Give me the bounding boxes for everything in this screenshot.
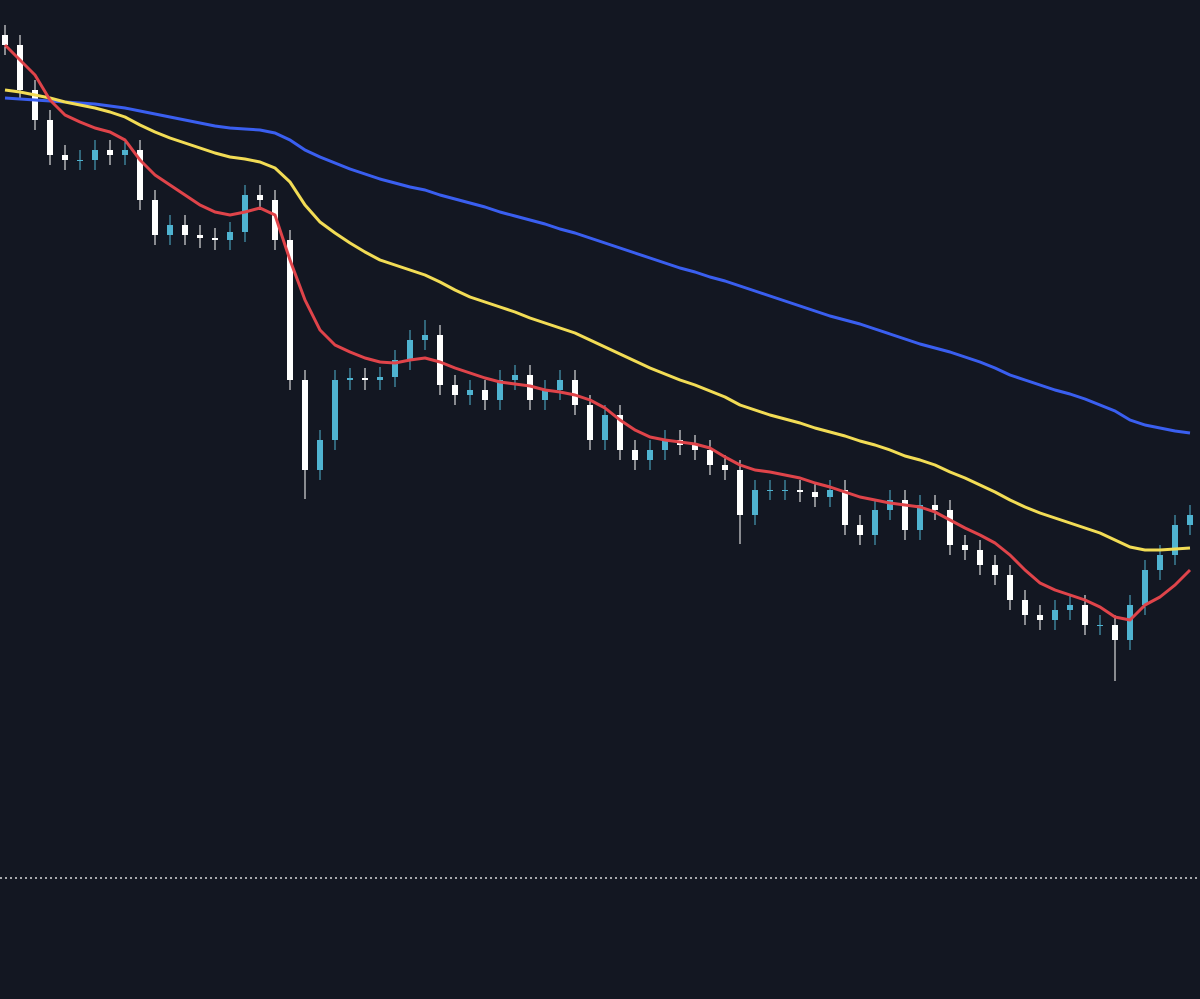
candle-body [722,465,728,470]
candle-body [362,378,368,380]
candle-body [407,340,413,360]
candle-body [692,445,698,450]
candle-body [887,500,893,510]
candle-body [1052,610,1058,620]
candle-body [302,380,308,470]
candle-body [902,500,908,530]
candle-body [542,390,548,400]
candle-body [1187,515,1193,525]
candle-body [2,35,8,45]
candle-body [917,505,923,530]
candle-body [947,510,953,545]
candle-body [872,510,878,535]
candle-body [452,385,458,395]
candle-body [1067,605,1073,610]
candle-body [812,492,818,497]
candle-body [977,550,983,565]
candle-body [572,380,578,405]
candle-body [662,440,668,450]
candle-body [272,200,278,240]
candle-body [1007,575,1013,600]
candle-body [182,225,188,235]
moving-average-line [3,43,1192,622]
candle-body [287,240,293,380]
candle-body [1127,605,1133,640]
candle-body [47,120,53,155]
candle-body [617,415,623,450]
candle-body [767,490,773,491]
candle-body [827,490,833,497]
candle-body [932,505,938,510]
candle-body [737,470,743,515]
candle-body [392,360,398,377]
candle-body [1097,625,1103,626]
candle-body [137,150,143,200]
candle-body [797,490,803,492]
candle-body [632,450,638,460]
candle-body [707,450,713,465]
candle-body [77,160,83,161]
candle-body [212,238,218,240]
candle-body [962,545,968,550]
candle-body [167,225,173,235]
candle-body [227,232,233,240]
moving-average-line [4,88,1191,552]
candle-body [107,150,113,155]
candle-body [752,490,758,515]
moving-average-line [4,96,1191,435]
candle-body [857,525,863,535]
candle-body [497,380,503,400]
candle-body [647,450,653,460]
candle-body [587,405,593,440]
candle-body [1172,525,1178,555]
candle-body [437,335,443,385]
candle-body [557,380,563,390]
candle-body [197,235,203,238]
candle-body [152,200,158,235]
candle-body [332,380,338,440]
candle-body [1037,615,1043,620]
candle-body [62,155,68,160]
candle-body [92,150,98,160]
candle-body [782,490,788,491]
candle-body [1157,555,1163,570]
candle-body [317,440,323,470]
candle-body [17,45,23,90]
candle-body [377,377,383,380]
candle-body [1082,605,1088,625]
candle-body [842,490,848,525]
candle-body [32,90,38,120]
candle-body [257,195,263,200]
candle-body [602,415,608,440]
candle-body [422,335,428,340]
candle-body [482,390,488,400]
candle-body [1112,625,1118,640]
candle-body [512,375,518,380]
candle-body [122,150,128,155]
candle-body [992,565,998,575]
candle-body [347,378,353,380]
candle-body [1022,600,1028,615]
candle-body [467,390,473,395]
candle-body [1142,570,1148,605]
